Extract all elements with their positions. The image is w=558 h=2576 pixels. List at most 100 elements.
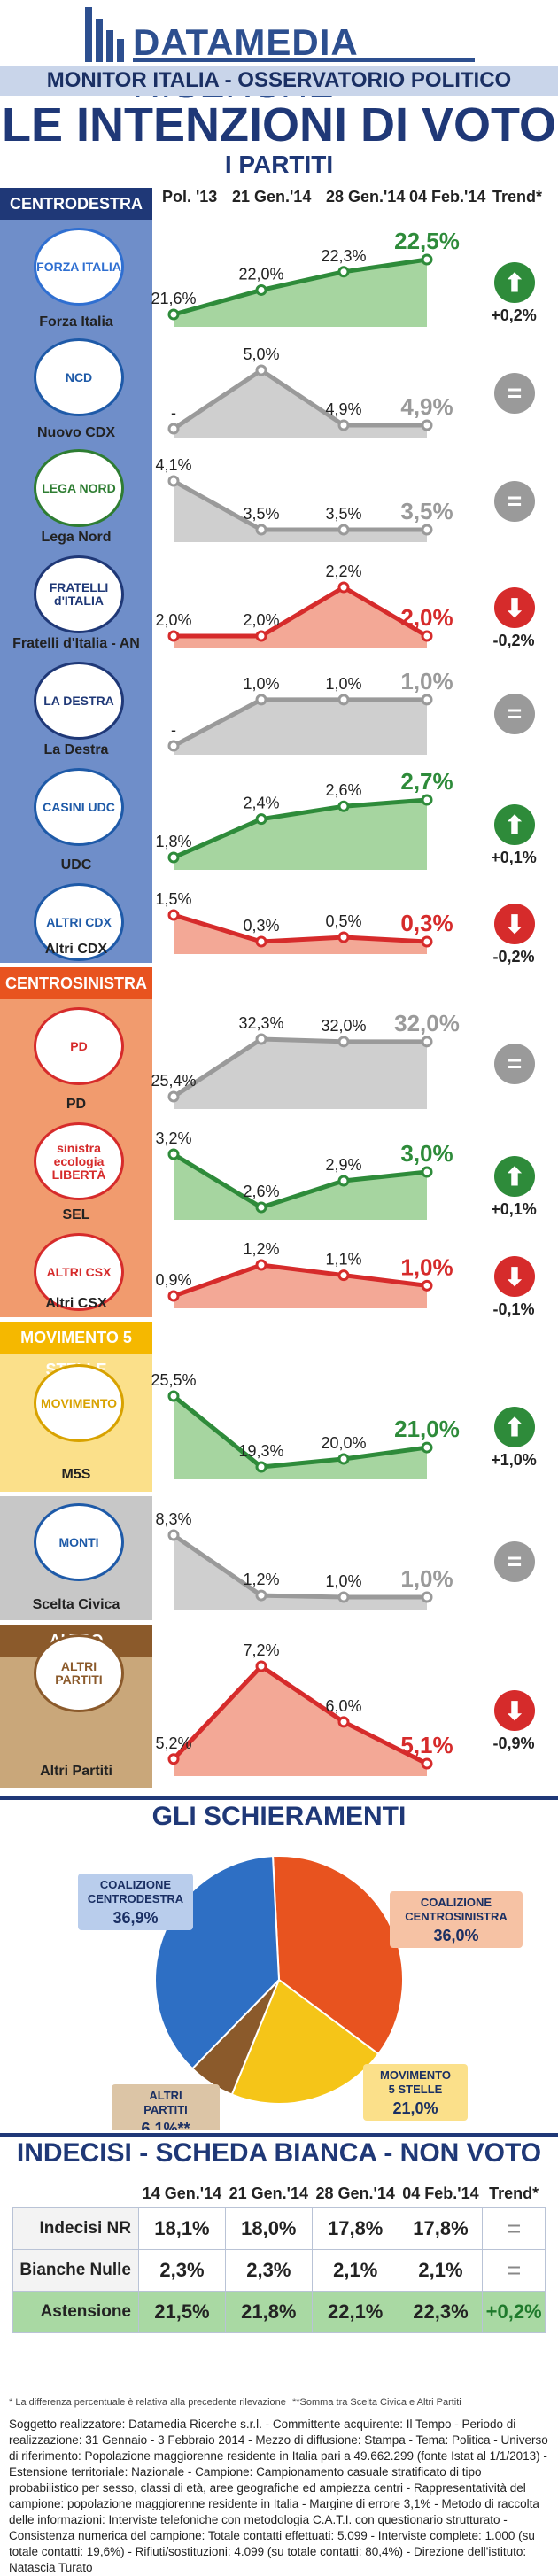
equal-icon: = <box>494 1044 535 1084</box>
pie-label-box <box>363 2064 468 2121</box>
data-label: 21,0% <box>394 1416 460 1442</box>
party-trend-chart: 1,8% 2,4% 2,6% 2,7% <box>155 768 453 870</box>
data-point <box>255 283 267 296</box>
data-label: 1,5% <box>155 890 191 908</box>
party-trend-chart: 0,9% 1,2% 1,1% 1,0% <box>155 1240 453 1308</box>
party-row: PD PD 25,4% 32,3% 32,0% 32,0% = <box>0 1005 558 1116</box>
data-point <box>337 694 350 706</box>
party-logo-icon: MONTI <box>34 1503 124 1581</box>
arrow-down-icon: ⬇ <box>494 1690 535 1731</box>
party-label: La Destra <box>43 742 109 757</box>
data-point <box>167 423 180 435</box>
data-point <box>421 524 433 536</box>
data-label: 25,4% <box>151 1072 196 1090</box>
table-row: Indecisi NR 18,1% 18,0% 17,8% 17,8% = <box>12 2207 546 2250</box>
series-area <box>174 1396 427 1479</box>
data-label: 22,5% <box>394 228 460 254</box>
data-label: 5,0% <box>243 345 279 363</box>
table-row: Bianche Nulle 2,3% 2,3% 2,1% 2,1% = <box>12 2249 546 2292</box>
data-label: 32,3% <box>238 1014 283 1032</box>
data-point <box>167 475 180 487</box>
party-row: MOVIMENTO M5S 25,5% 19,3% 20,0% 21,0% ⬆ +1,0% <box>0 1362 558 1486</box>
trend-cell: +0,2% <box>482 2291 546 2333</box>
party-logo-icon: NCD <box>34 338 124 416</box>
party-trend-chart: 21,6% 22,0% 22,3% 22,5% <box>151 228 460 327</box>
table-cell: 2,1% <box>311 2249 399 2292</box>
pie-label: COALIZIONE <box>421 1896 492 1909</box>
party-label: SEL <box>62 1207 90 1222</box>
data-point <box>167 630 180 642</box>
data-point <box>167 909 180 921</box>
trend-delta: +1,0% <box>491 1451 537 1469</box>
equal-icon: = <box>494 373 535 414</box>
header-band: MONITOR ITALIA - OSSERVATORIO POLITICO <box>0 66 558 96</box>
row-label: Bianche Nulle <box>12 2249 139 2292</box>
data-point <box>255 1660 267 1672</box>
party-row: LA DESTRA La Destra - 1,0% 1,0% 1,0% = <box>0 660 558 762</box>
data-label: 0,3% <box>243 917 279 935</box>
arrow-up-icon: ⬆ <box>494 1156 535 1197</box>
series-area <box>174 481 427 542</box>
series-line <box>172 797 428 860</box>
pie-label: CENTRODESTRA <box>88 1892 184 1905</box>
trend-delta: +0,2% <box>491 306 537 324</box>
header: DATAMEDIA RICERCHE MONITOR ITALIA - OSSE… <box>0 0 558 186</box>
data-point <box>255 1259 267 1271</box>
party-logo-icon: MOVIMENTO <box>34 1364 124 1442</box>
data-label: 4,1% <box>155 456 191 474</box>
data-point <box>255 1461 267 1473</box>
party-trend-chart: - 5,0% 4,9% 4,9% <box>167 345 453 438</box>
table-cell: 18,0% <box>224 2207 313 2250</box>
series-line <box>172 1663 429 1766</box>
row-label: Indecisi NR <box>12 2207 139 2250</box>
party-label: Altri CSX <box>45 1296 107 1311</box>
pie-label-box <box>112 2084 220 2130</box>
data-label: 1,2% <box>243 1571 279 1588</box>
data-label: 2,0% <box>155 611 191 629</box>
series-line <box>172 1532 427 1600</box>
data-label: 1,0% <box>325 675 361 693</box>
party-logo-icon: ALTRI PARTITI <box>34 1634 124 1712</box>
series-area <box>174 260 427 327</box>
party-label: Altri Partiti <box>40 1764 112 1779</box>
pie-value-label: 36,9% <box>112 1909 158 1927</box>
series-line <box>173 1262 428 1299</box>
indecisi-table: 14 Gen.'14 21 Gen.'14 28 Gen.'14 04 Feb.… <box>12 2179 546 2333</box>
data-point <box>167 1290 180 1302</box>
data-point <box>337 1716 350 1728</box>
data-point <box>421 1279 433 1292</box>
data-point <box>337 1036 350 1048</box>
cat-header-centrosinistra: CENTROSINISTRA <box>0 967 152 999</box>
data-label: 32,0% <box>394 1010 460 1036</box>
data-point <box>167 1148 180 1160</box>
party-trend-chart: 4,1% 3,5% 3,5% 3,5% <box>155 456 453 542</box>
trend-delta: -0,2% <box>492 632 535 649</box>
table-col-header: 28 Gen.'14 <box>315 2184 395 2202</box>
pie-value-label: 6,1%** <box>141 2120 190 2130</box>
data-point <box>255 364 267 376</box>
data-point <box>255 813 267 826</box>
footnote-1: * La differenza percentuale è relativa a… <box>9 2397 286 2408</box>
data-point <box>421 253 433 266</box>
data-label: 8,3% <box>155 1510 191 1528</box>
divider <box>0 2133 558 2137</box>
data-point <box>167 1753 180 1765</box>
table-cell: 22,1% <box>311 2291 399 2333</box>
party-trend-chart: 2,0% 2,0% 2,2% 2,0% <box>155 563 453 648</box>
party-trend-chart: 8,3% 1,2% 1,0% 1,0% <box>155 1510 453 1610</box>
data-label: 22,3% <box>321 247 366 265</box>
pie-label: ALTRI <box>149 2089 182 2102</box>
series-area <box>174 587 427 648</box>
data-label: 22,0% <box>238 265 283 283</box>
party-row: ALTRI CSX Altri CSX 0,9% 1,2% 1,1% 1,0% ⬇ -0,1% <box>0 1231 558 1318</box>
series-line <box>172 1152 428 1210</box>
table-col-header: 04 Feb.'14 <box>402 2184 479 2202</box>
divider <box>0 1796 558 1800</box>
party-row: MONTI Scelta Civica 8,3% 1,2% 1,0% 1,0% = <box>0 1501 558 1617</box>
party-label: Lega Nord <box>41 530 112 545</box>
methodology-note: Soggetto realizzatore: Datamedia Ricerch… <box>9 2417 548 2574</box>
party-row: FRATELLI d'ITALIA Fratelli d'Italia - AN 2… <box>0 554 558 656</box>
data-label: 3,0% <box>400 1140 453 1167</box>
pie-label-box <box>78 1874 193 1930</box>
series-line <box>172 478 427 532</box>
